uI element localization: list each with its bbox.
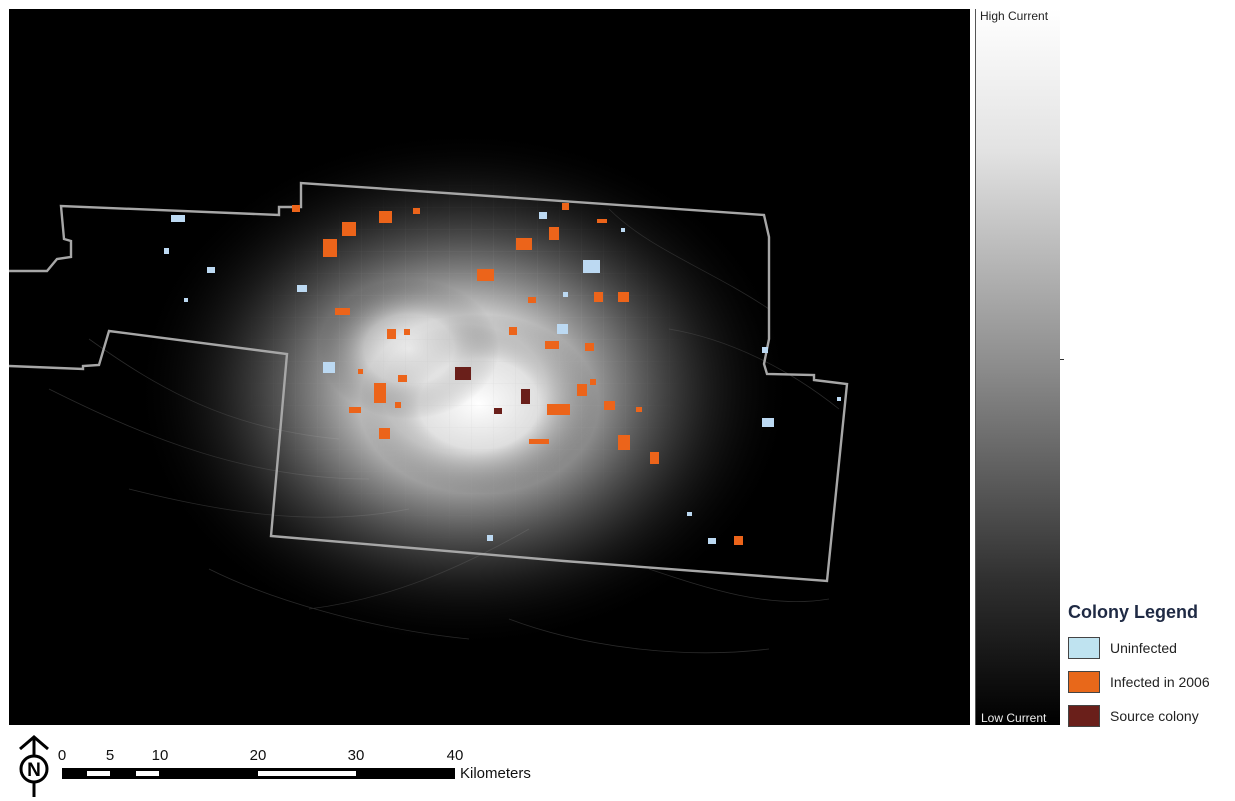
- current-density-map: [9, 129, 849, 654]
- north-arrow-icon: N: [19, 735, 49, 797]
- scale-tick-0: 0: [58, 747, 66, 764]
- scale-bar-ticks: 0 5 10 20 30 40: [58, 747, 464, 764]
- legend-label: Uninfected: [1110, 640, 1177, 656]
- legend-item-uninfected: Uninfected: [1068, 631, 1233, 665]
- source-swatch: [1068, 705, 1100, 727]
- map-view[interactable]: [9, 9, 970, 725]
- colony-legend: Colony Legend Uninfected Infected in 200…: [1068, 602, 1233, 733]
- scale-unit-label: Kilometers: [460, 765, 531, 782]
- ramp-low-label: Low Current: [981, 711, 1047, 725]
- infected-swatch: [1068, 671, 1100, 693]
- ramp-tick: [1060, 359, 1064, 360]
- infected-colonies: [292, 203, 743, 545]
- uninfected-colonies: [164, 212, 841, 544]
- ramp-high-label: High Current: [980, 9, 1049, 23]
- scale-tick-40: 40: [447, 747, 464, 764]
- legend-item-infected: Infected in 2006: [1068, 665, 1233, 699]
- current-color-ramp: High Current Low Current: [975, 9, 1064, 725]
- scale-bar: 0 5 10 20 30 40 Kilometers: [58, 747, 531, 782]
- north-label: N: [27, 760, 41, 781]
- legend-label: Infected in 2006: [1110, 674, 1210, 690]
- scale-tick-5: 5: [106, 747, 114, 764]
- legend-item-source: Source colony: [1068, 699, 1233, 733]
- map-footer: N 0 5 10 20 30 40 Kilometers: [0, 735, 620, 801]
- legend-label: Source colony: [1110, 708, 1199, 724]
- scale-bar-segments: [62, 768, 455, 779]
- scale-tick-30: 30: [348, 747, 365, 764]
- source-colonies: [455, 367, 530, 414]
- scale-tick-10: 10: [152, 747, 169, 764]
- scale-tick-20: 20: [250, 747, 267, 764]
- legend-title: Colony Legend: [1068, 602, 1198, 622]
- uninfected-swatch: [1068, 637, 1100, 659]
